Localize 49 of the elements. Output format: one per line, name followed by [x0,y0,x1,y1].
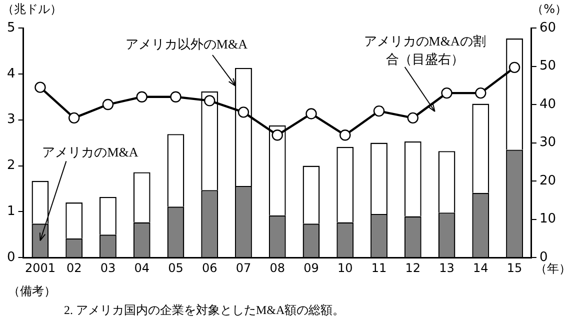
text: アメリカのM&A [42,144,139,160]
point [238,106,250,118]
x-tick-label: 07 [236,260,252,275]
x-tick-label: 03 [100,260,116,275]
y-tick-label: 2 [6,158,16,174]
x-tick-label: 14 [473,260,488,275]
x-tick-label: 12 [405,260,421,275]
point [102,98,114,110]
text: 2. アメリカ国内の企業を対象としたM&A額の総額。 [63,302,345,319]
y2-axis-title: （%） [532,2,567,16]
point [136,91,148,102]
text: （備考） [8,283,56,300]
y2-tick-label: 60 [539,20,556,36]
y2-tick-label: 50 [539,58,556,74]
x-tick-label: 02 [66,260,82,275]
point [475,87,486,99]
x-tick-label: 06 [202,260,218,275]
point [508,62,520,74]
y-axis-title: （兆ドル） [2,2,62,16]
y-tick-label: 5 [6,20,16,36]
y2-tick-label: 10 [539,212,556,227]
y-tick-label: 3 [6,112,16,128]
y2-tick-label: 20 [539,173,556,188]
x-tick-label: 15 [506,260,522,275]
series-label: アメリカのM&Aの割合（目盛右） [364,33,486,66]
x-tick-label: 04 [134,260,150,275]
x-tick-label: 08 [270,260,286,275]
point [306,108,317,120]
x-tick-label: 10 [337,260,353,275]
y2-tick-label: 30 [539,135,556,150]
y2-tick-label: 40 [539,96,556,112]
x-tick-label: 09 [304,260,319,275]
point [204,95,216,106]
x-tick-label: 11 [371,260,387,275]
x-tick-label: 05 [168,260,184,275]
x-tick-label: 2001 [24,260,56,275]
x-tick-label: 13 [439,260,454,275]
y-tick-label: 0 [6,250,16,265]
point [170,91,182,102]
point [407,112,418,124]
point [441,87,452,99]
point [340,130,351,141]
y-tick-label: 4 [6,66,16,82]
y-tick-label: 1 [6,204,16,220]
point [373,105,385,117]
point [34,82,46,93]
point [272,130,283,141]
point [68,112,80,124]
series-label: アメリカ以外のM&A [125,36,248,52]
